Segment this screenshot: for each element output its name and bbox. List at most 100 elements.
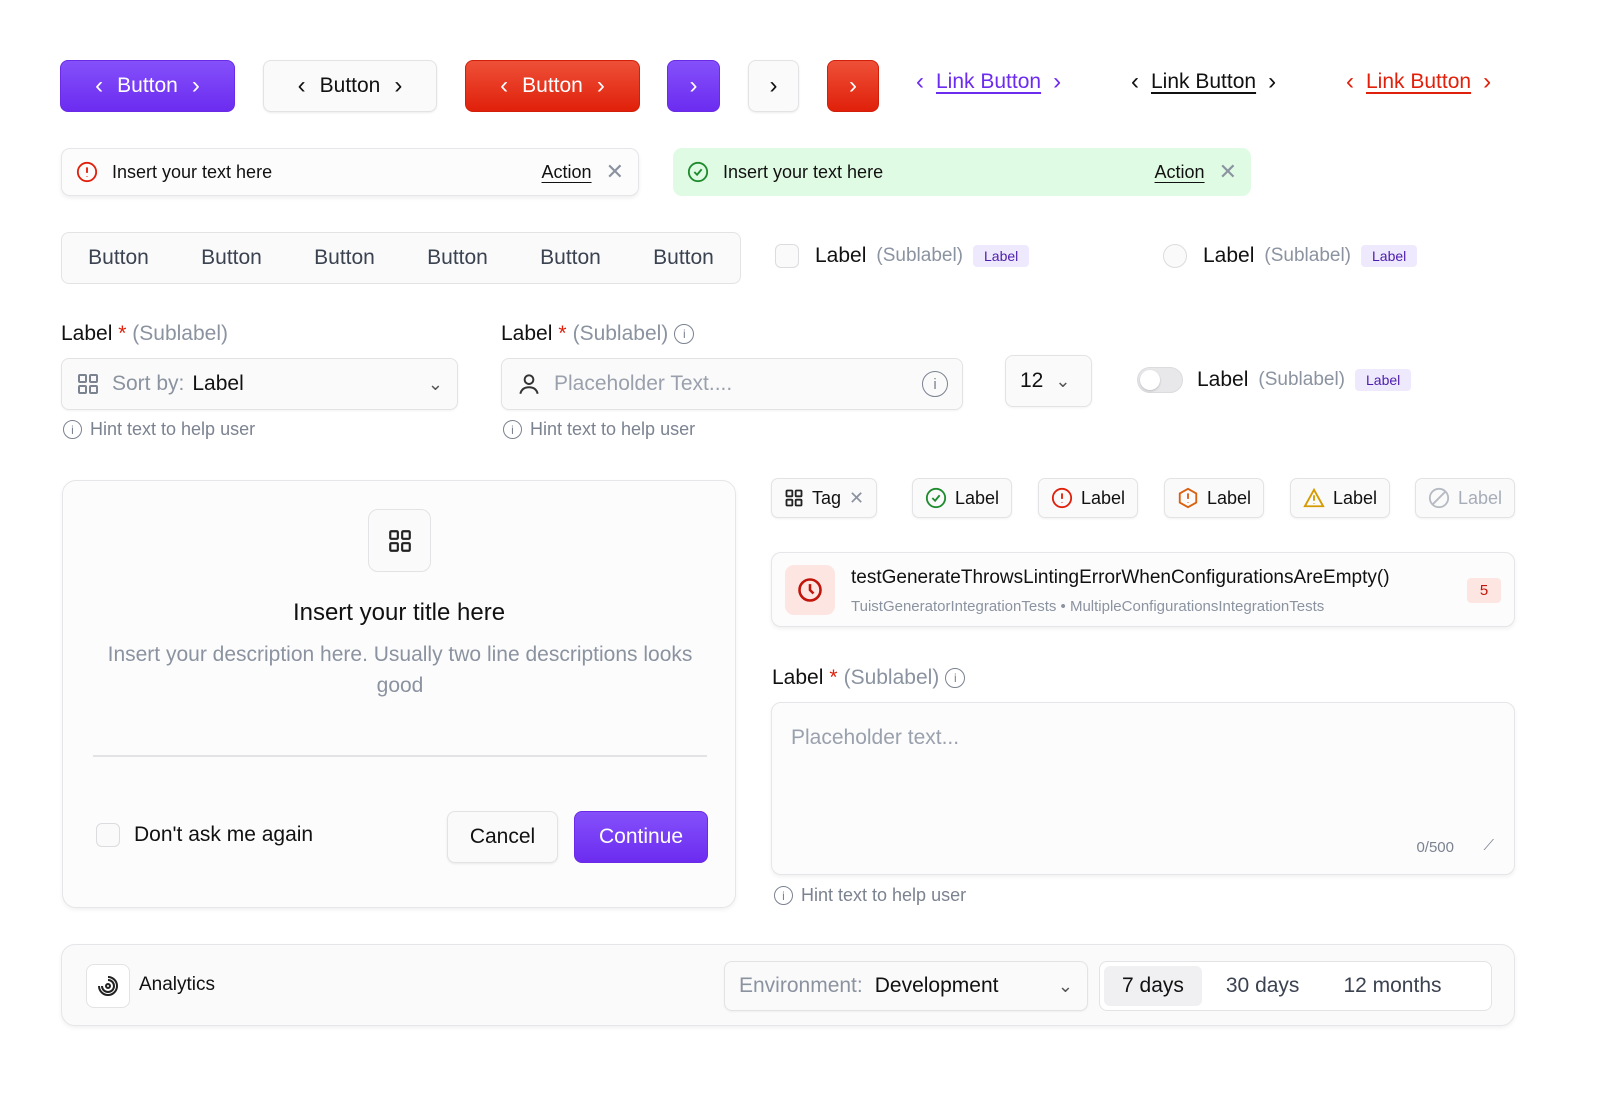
textarea-hint: i Hint text to help user bbox=[774, 885, 966, 906]
modal-dialog: Insert your title here Insert your descr… bbox=[62, 480, 736, 908]
group-button[interactable]: Button bbox=[314, 246, 375, 269]
info-icon: i bbox=[503, 420, 522, 439]
close-icon[interactable]: ✕ bbox=[849, 487, 865, 508]
close-icon[interactable]: ✕ bbox=[1218, 159, 1237, 184]
grid-icon bbox=[785, 489, 803, 507]
text-field-label: Label * (Sublabel) i bbox=[501, 322, 695, 346]
tag-error: Label bbox=[1038, 478, 1139, 518]
alert-action-link[interactable]: Action bbox=[1154, 161, 1205, 182]
error-alert: Insert your text here Action ✕ bbox=[61, 148, 639, 196]
tag-warning: Label bbox=[1290, 478, 1391, 518]
modal-title: Insert your title here bbox=[292, 599, 506, 626]
count-badge: 5 bbox=[1467, 578, 1501, 603]
alert-circle-icon bbox=[76, 161, 98, 183]
range-7-days[interactable]: 7 days bbox=[1104, 966, 1202, 1006]
chevron-left-icon: ‹ bbox=[500, 72, 509, 99]
test-subtitle: TuistGeneratorIntegrationTests • Multipl… bbox=[851, 598, 1325, 615]
chevron-right-icon: › bbox=[849, 72, 857, 99]
danger-link-button[interactable]: ‹ Link Button › bbox=[1346, 68, 1492, 95]
danger-button[interactable]: ‹ Button › bbox=[465, 60, 640, 112]
group-button[interactable]: Button bbox=[201, 246, 262, 269]
select-hint: i Hint text to help user bbox=[63, 419, 255, 440]
chevron-right-icon: › bbox=[596, 72, 605, 99]
range-30-days[interactable]: 30 days bbox=[1225, 974, 1300, 997]
textarea-label: Label * (Sublabel) i bbox=[772, 666, 966, 690]
analytics-icon bbox=[86, 964, 130, 1008]
group-button[interactable]: Button bbox=[427, 246, 488, 269]
tag-attention: Label bbox=[1164, 478, 1265, 518]
dont-ask-checkbox[interactable]: Don't ask me again bbox=[96, 823, 313, 847]
range-selector: 7 days 30 days 12 months bbox=[1099, 961, 1492, 1011]
chevron-left-icon: ‹ bbox=[1131, 68, 1139, 95]
group-button[interactable]: Button bbox=[88, 246, 149, 269]
chevron-down-icon: ⌄ bbox=[1057, 975, 1073, 996]
chevron-left-icon: ‹ bbox=[95, 72, 104, 99]
label-badge: Label bbox=[973, 245, 1030, 267]
chevron-left-icon: ‹ bbox=[297, 72, 306, 99]
char-counter: 0/500 bbox=[1416, 839, 1454, 856]
button-group: Button Button Button Button Button Button bbox=[61, 232, 741, 284]
alert-hexagon-icon bbox=[1178, 487, 1198, 509]
primary-button[interactable]: ‹ Button › bbox=[60, 60, 235, 112]
tag-disabled: Label bbox=[1415, 478, 1516, 518]
info-icon: i bbox=[63, 420, 82, 439]
label-badge: Label bbox=[1361, 245, 1418, 267]
toggle-switch[interactable] bbox=[1137, 367, 1183, 393]
check-circle-icon bbox=[687, 161, 709, 183]
chevron-right-icon: › bbox=[1268, 68, 1277, 95]
danger-icon-button[interactable]: › bbox=[827, 60, 879, 112]
warning-triangle-icon bbox=[1303, 487, 1325, 508]
range-12-months[interactable]: 12 months bbox=[1343, 974, 1442, 997]
text-input[interactable]: Placeholder Text.... i bbox=[501, 358, 963, 410]
chevron-right-icon: › bbox=[1483, 68, 1492, 95]
alert-action-link[interactable]: Action bbox=[541, 161, 592, 182]
chevron-left-icon: ‹ bbox=[1346, 68, 1354, 95]
environment-select[interactable]: Environment: Development ⌄ bbox=[724, 961, 1088, 1011]
select-field-label: Label * (Sublabel) bbox=[61, 322, 228, 345]
resize-handle-icon[interactable]: ⟋ bbox=[1483, 837, 1494, 854]
info-icon: i bbox=[922, 371, 948, 397]
chevron-right-icon: › bbox=[394, 72, 403, 99]
modal-description: Insert your description here. Usually tw… bbox=[107, 643, 693, 697]
disabled-icon bbox=[1428, 487, 1450, 509]
clock-icon bbox=[785, 565, 835, 615]
label-badge: Label bbox=[1355, 369, 1412, 391]
tag-removable[interactable]: Tag ✕ bbox=[771, 478, 878, 518]
close-icon[interactable]: ✕ bbox=[605, 159, 624, 184]
secondary-icon-button[interactable]: › bbox=[748, 60, 799, 112]
chevron-down-icon: ⌄ bbox=[1055, 370, 1071, 391]
test-title: testGenerateThrowsLintingErrorWhenConfig… bbox=[851, 567, 1390, 588]
group-button[interactable]: Button bbox=[540, 246, 601, 269]
continue-button[interactable]: Continue bbox=[574, 811, 708, 863]
grid-icon bbox=[368, 509, 431, 572]
primary-icon-button[interactable]: › bbox=[667, 60, 720, 112]
info-icon: i bbox=[674, 324, 695, 344]
user-icon bbox=[519, 374, 539, 395]
checkbox[interactable] bbox=[775, 244, 799, 268]
toolbar-title: Analytics bbox=[139, 974, 216, 995]
info-icon: i bbox=[945, 668, 966, 688]
chevron-right-icon: › bbox=[191, 72, 200, 99]
neutral-link-button[interactable]: ‹ Link Button › bbox=[1131, 68, 1277, 95]
number-select[interactable]: 12 ⌄ bbox=[1005, 355, 1092, 407]
secondary-button[interactable]: ‹ Button › bbox=[263, 60, 437, 112]
sort-select[interactable]: Sort by: Label ⌄ bbox=[61, 358, 458, 410]
radio[interactable] bbox=[1163, 244, 1187, 268]
divider bbox=[93, 755, 707, 757]
chevron-left-icon: ‹ bbox=[916, 68, 924, 95]
chevron-right-icon: › bbox=[769, 72, 778, 99]
cancel-button[interactable]: Cancel bbox=[447, 811, 558, 863]
info-icon: i bbox=[774, 886, 793, 905]
toggle-item[interactable]: Label (Sublabel) Label bbox=[1137, 367, 1412, 393]
textarea[interactable]: Placeholder text... 0/500 ⟋ bbox=[771, 702, 1515, 875]
radio-item[interactable]: Label (Sublabel) Label bbox=[1163, 244, 1418, 268]
primary-link-button[interactable]: ‹ Link Button › bbox=[916, 68, 1062, 95]
alert-circle-icon bbox=[1051, 487, 1073, 509]
analytics-toolbar: Analytics Environment: Development ⌄ 7 day… bbox=[61, 944, 1515, 1026]
chevron-right-icon: › bbox=[1053, 68, 1062, 95]
test-case-item[interactable]: testGenerateThrowsLintingErrorWhenConfig… bbox=[771, 552, 1515, 627]
group-button[interactable]: Button bbox=[653, 246, 714, 269]
checkbox-item[interactable]: Label (Sublabel) Label bbox=[775, 244, 1030, 268]
tag-success: Label bbox=[912, 478, 1013, 518]
grid-icon bbox=[78, 374, 98, 394]
